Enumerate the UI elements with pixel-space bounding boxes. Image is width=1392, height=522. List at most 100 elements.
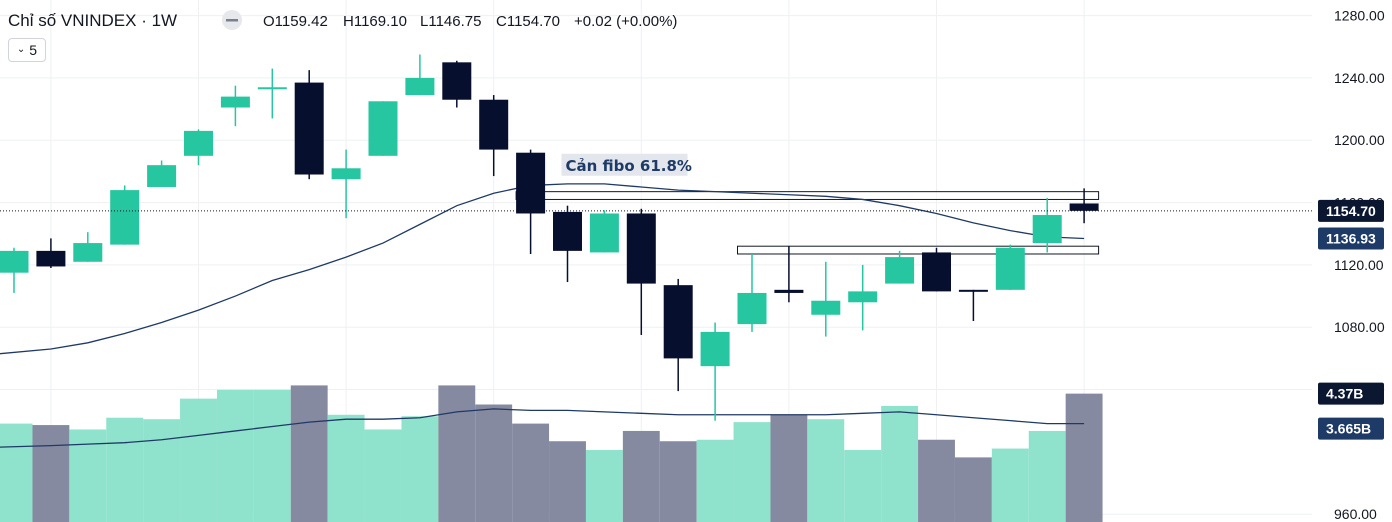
volume-bar: [475, 404, 513, 522]
close-label: C: [496, 13, 507, 30]
candle: [626, 208, 656, 336]
ma-volume-badge-text: 3.665B: [1326, 421, 1371, 437]
candle: [368, 101, 398, 156]
candle: [257, 68, 287, 119]
candle: [958, 289, 988, 321]
candle: [922, 247, 951, 292]
volume-bar: [844, 450, 882, 522]
volume-bar: [180, 398, 217, 522]
chart-legend: Chỉ số VNINDEX · 1W O1159.42 H1169.10 L1…: [8, 10, 677, 30]
volume-bars: [0, 385, 1103, 522]
candles: [0, 54, 1099, 421]
candle-body: [479, 99, 509, 150]
candle-body: [368, 101, 398, 156]
candle-body: [184, 130, 213, 156]
change-value: +0.02 (+0.00%): [574, 13, 677, 30]
volume-ma-line: [0, 408, 1085, 448]
volume-bar: [881, 405, 919, 522]
candle: [36, 238, 66, 269]
low-value: 1146.75: [428, 13, 481, 30]
volume-bar: [32, 425, 70, 522]
ma-period-value: 5: [29, 42, 38, 58]
candle: [737, 253, 767, 332]
last-price-badge-bg: [1318, 199, 1384, 222]
candle: [995, 244, 1025, 290]
candle: [147, 160, 177, 187]
volume-bar: [0, 423, 33, 522]
candle-body: [516, 152, 546, 214]
candle: [848, 264, 878, 331]
candle: [700, 322, 730, 421]
last-price-badge-text: 1154.70: [1326, 203, 1376, 219]
volume-bar: [1065, 393, 1103, 522]
ma-volume-badge: 3.665B: [1318, 417, 1384, 440]
candle: [442, 60, 472, 108]
price-axis-tick-label: 1240.00: [1334, 70, 1385, 86]
volume-bar: [364, 429, 402, 522]
volume-bar: [216, 389, 254, 522]
candle-body: [958, 289, 988, 292]
candle-body: [626, 213, 656, 284]
volume-bar: [918, 439, 955, 522]
last-volume-badge-bg: [1318, 382, 1384, 405]
volume-bar: [549, 441, 586, 522]
candle: [220, 85, 250, 127]
candle: [553, 205, 582, 283]
candle-body: [73, 243, 103, 262]
price-axis[interactable]: 1280.001240.001200.001160.001120.001080.…: [1334, 8, 1385, 522]
candle-body: [147, 165, 177, 187]
close-value: 1154.70: [507, 13, 560, 30]
price-axis-tick-label: 1280.00: [1334, 8, 1385, 24]
last-volume-badge-text: 4.37B: [1326, 386, 1363, 402]
candle-body: [848, 291, 878, 303]
high-value: 1169.10: [354, 13, 407, 30]
axis-badges: 1154.70 1136.93 4.37B 3.665B: [1318, 199, 1384, 440]
volume-bar: [401, 416, 439, 522]
volume-bar: [327, 414, 365, 522]
price-axis-tick-label: 960.00: [1334, 506, 1377, 522]
candle-body: [257, 87, 287, 90]
candle-body: [110, 190, 140, 245]
candle-body: [294, 82, 324, 175]
volume-bar: [991, 448, 1029, 522]
ohlc-values: O1159.42 H1169.10 L1146.75 C1154.70 +0.0…: [263, 13, 677, 30]
open-value: 1159.42: [275, 13, 328, 30]
candle: [331, 149, 361, 219]
volume-bar: [512, 423, 550, 522]
candle-body: [1069, 203, 1099, 211]
candle-body: [922, 252, 951, 292]
fibo-annotation[interactable]: Cản fibo 61.8%: [561, 153, 692, 176]
volume-bar: [143, 419, 181, 522]
ma-price-badge: 1136.93: [1318, 227, 1384, 250]
volume-bar: [253, 389, 291, 522]
price-ma-line: [0, 183, 1085, 355]
candle-body: [811, 300, 841, 315]
ma-period-selector[interactable]: ⌄ 5: [8, 38, 46, 62]
candle-body: [700, 331, 730, 367]
fibo-annotation-text: Cản fibo 61.8%: [566, 157, 692, 175]
open-label: O: [263, 13, 275, 30]
candle: [589, 210, 619, 253]
candle-body: [995, 247, 1025, 290]
candle-body: [1032, 215, 1062, 244]
candle-body: [663, 285, 693, 359]
volume-bar: [622, 430, 660, 522]
price-axis-tick-label: 1120.00: [1334, 257, 1384, 273]
volume-ma-polyline: [0, 408, 1085, 448]
volume-bar: [659, 441, 697, 522]
volume-bar: [770, 414, 808, 522]
volume-bar: [733, 422, 771, 522]
ma-price-badge-text: 1136.93: [1326, 231, 1376, 247]
symbol-title: Chỉ số VNINDEX · 1W: [8, 11, 177, 30]
price-ma-polyline: [0, 183, 1085, 355]
volume-bar: [106, 417, 144, 522]
candle: [294, 70, 324, 180]
candle-body: [553, 211, 582, 251]
low-label: L: [420, 13, 428, 30]
candle-body: [737, 292, 767, 325]
candle: [885, 250, 915, 284]
resistance-zone-lower[interactable]: [737, 245, 1100, 255]
high-label: H: [343, 13, 354, 30]
